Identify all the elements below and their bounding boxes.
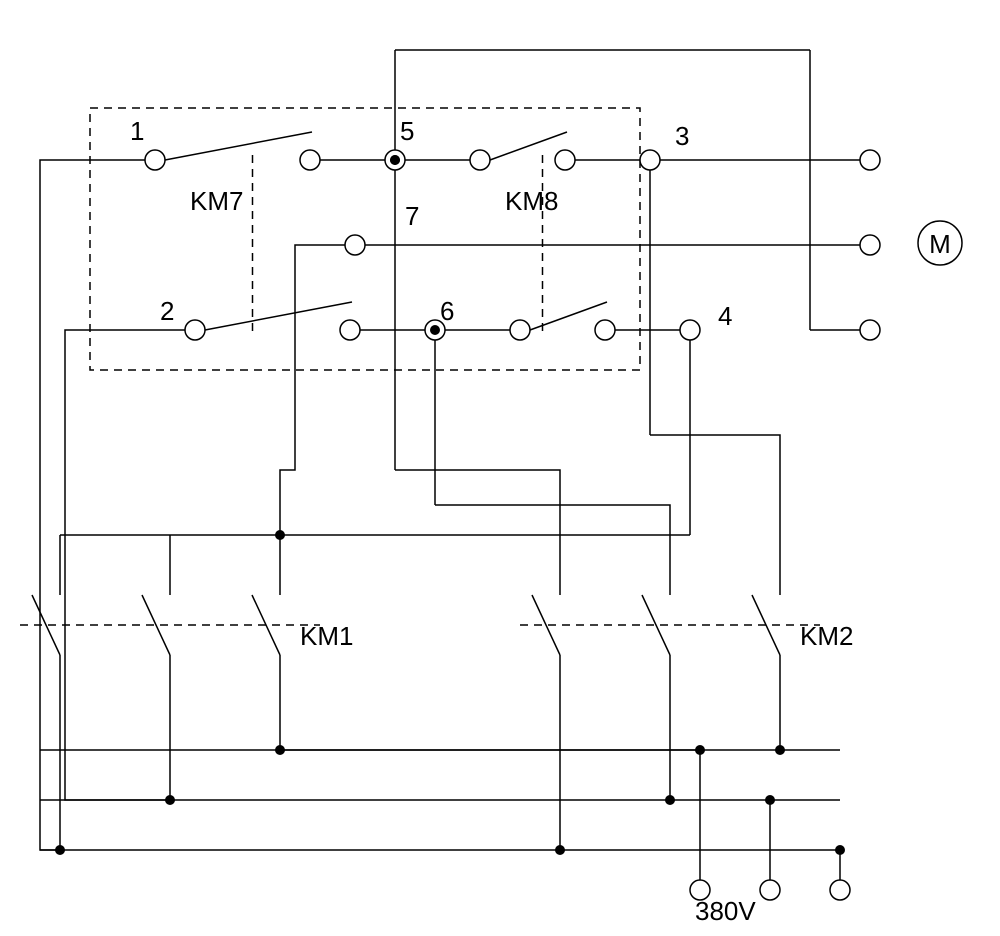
circuit-diagram: M 1 2 3 4 5 6 7 KM7 KM8 KM1 KM2 380V [0,0,1000,936]
svg-text:4: 4 [718,301,732,331]
svg-text:380V: 380V [695,896,756,926]
svg-text:KM2: KM2 [800,621,853,651]
svg-text:1: 1 [130,116,144,146]
svg-text:2: 2 [160,296,174,326]
svg-text:6: 6 [440,296,454,326]
svg-text:KM7: KM7 [190,186,243,216]
svg-text:7: 7 [405,201,419,231]
svg-text:KM8: KM8 [505,186,558,216]
svg-text:M: M [929,229,951,259]
svg-text:KM1: KM1 [300,621,353,651]
svg-text:5: 5 [400,116,414,146]
svg-text:3: 3 [675,121,689,151]
